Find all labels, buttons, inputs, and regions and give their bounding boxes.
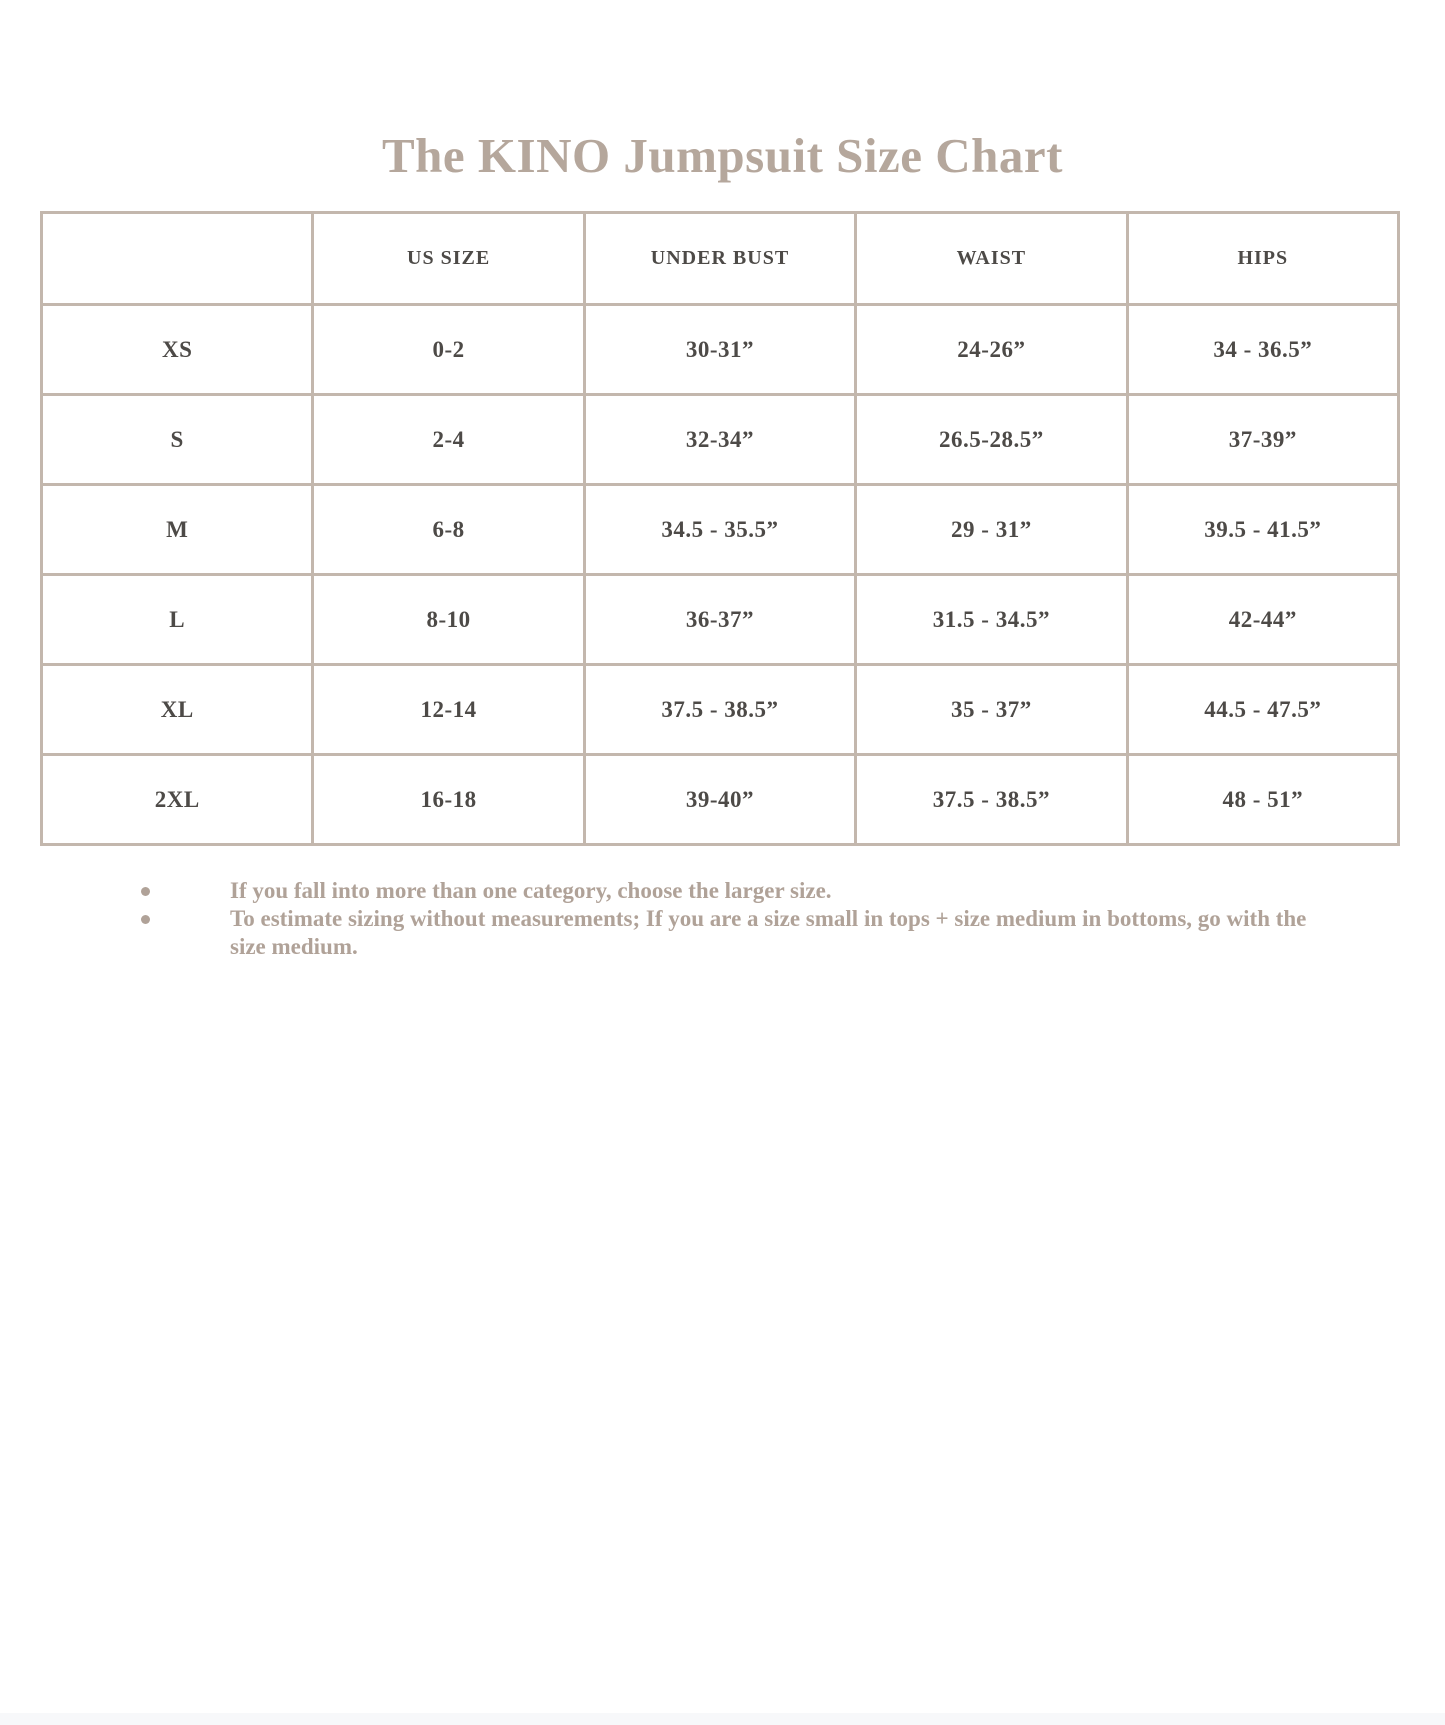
table-row: L 8-10 36-37” 31.5 - 34.5” 42-44” (39, 573, 1401, 666)
measurement-cell: 31.5 - 34.5” (854, 573, 1129, 666)
note-item: To estimate sizing without measurements;… (0, 905, 1445, 961)
size-label: 2XL (39, 753, 315, 846)
measurement-cell: 8-10 (311, 573, 586, 666)
measurement-cell: 44.5 - 47.5” (1125, 663, 1401, 756)
measurement-cell: 39-40” (582, 753, 858, 846)
page-title: The KINO Jumpsuit Size Chart (381, 128, 1063, 183)
table-row: S 2-4 32-34” 26.5-28.5” 37-39” (39, 393, 1401, 486)
bottom-strip (0, 1713, 1445, 1725)
table-row: M 6-8 34.5 - 35.5” 29 - 31” 39.5 - 41.5” (39, 483, 1401, 576)
measurement-cell: 37.5 - 38.5” (582, 663, 858, 756)
measurement-cell: 48 - 51” (1125, 753, 1401, 846)
measurement-cell: 32-34” (582, 393, 858, 486)
column-header (39, 211, 315, 306)
header-row: US SIZE UNDER BUST WAIST HIPS (39, 211, 1401, 306)
size-label: XS (39, 303, 315, 396)
measurement-cell: 6-8 (311, 483, 586, 576)
measurement-cell: 34 - 36.5” (1125, 303, 1401, 396)
measurement-cell: 35 - 37” (854, 663, 1129, 756)
size-chart-table: US SIZE UNDER BUST WAIST HIPS XS 0-2 30-31” 24… (39, 211, 1401, 846)
measurement-cell: 37.5 - 38.5” (854, 753, 1129, 846)
size-label: S (39, 393, 315, 486)
measurement-cell: 29 - 31” (854, 483, 1129, 576)
column-header: UNDER BUST (582, 211, 858, 306)
measurement-cell: 16-18 (311, 753, 586, 846)
measurement-cell: 30-31” (582, 303, 858, 396)
note-item: If you fall into more than one category,… (0, 877, 1445, 905)
measurement-cell: 12-14 (311, 663, 586, 756)
notes-list: If you fall into more than one category,… (0, 877, 1445, 961)
note-text: To estimate sizing without measurements;… (230, 906, 1307, 959)
measurement-cell: 0-2 (311, 303, 586, 396)
table-row: 2XL 16-18 39-40” 37.5 - 38.5” 48 - 51” (39, 753, 1401, 846)
note-text: If you fall into more than one category,… (230, 878, 832, 903)
column-header: US SIZE (311, 211, 586, 306)
size-label: XL (39, 663, 315, 756)
bullet-icon (141, 887, 150, 896)
measurement-cell: 2-4 (311, 393, 586, 486)
bullet-icon (141, 915, 150, 924)
column-header: HIPS (1125, 211, 1401, 306)
measurement-cell: 34.5 - 35.5” (582, 483, 858, 576)
measurement-cell: 24-26” (854, 303, 1129, 396)
column-header: WAIST (854, 211, 1129, 306)
table-body: XS 0-2 30-31” 24-26” 34 - 36.5” S 2-4 32-34” 26.… (39, 303, 1401, 846)
measurement-cell: 26.5-28.5” (854, 393, 1129, 486)
measurement-cell: 42-44” (1125, 573, 1401, 666)
measurement-cell: 36-37” (582, 573, 858, 666)
table-row: XS 0-2 30-31” 24-26” 34 - 36.5” (39, 303, 1401, 396)
measurement-cell: 37-39” (1125, 393, 1401, 486)
size-label: L (39, 573, 315, 666)
size-label: M (39, 483, 315, 576)
measurement-cell: 39.5 - 41.5” (1125, 483, 1401, 576)
table-row: XL 12-14 37.5 - 38.5” 35 - 37” 44.5 - 47.5” (39, 663, 1401, 756)
